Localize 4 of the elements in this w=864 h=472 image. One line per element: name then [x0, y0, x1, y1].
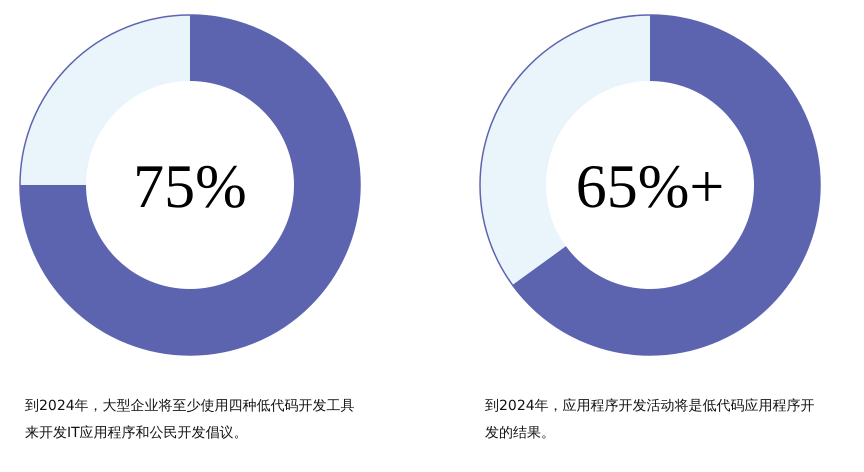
text: 到2024年，大型企业将至少使用四种低代码开发工具来开发IT应用程序和公民开发倡议。	[25, 397, 355, 443]
text: 75%	[133, 153, 247, 221]
text: 65%+	[576, 153, 724, 221]
text: 到2024年，应用程序开发活动将是低代码应用程序开发的结果。	[485, 397, 815, 443]
